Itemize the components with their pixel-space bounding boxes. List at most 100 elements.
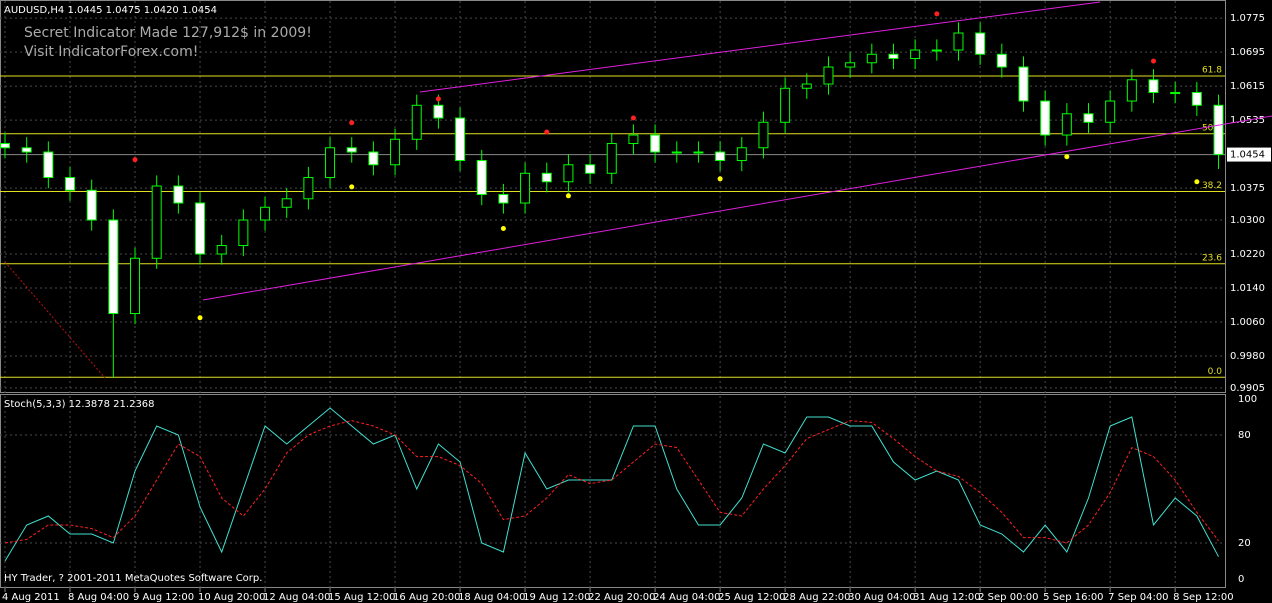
- candle-body: [476, 160, 487, 196]
- y-tick-label: 0: [1238, 574, 1244, 585]
- x-tick-label: 12 Aug 04:00: [263, 592, 330, 603]
- candle-body: [888, 53, 899, 60]
- candle-body: [346, 147, 357, 153]
- fractal-up: [630, 115, 636, 121]
- candle-body: [1083, 113, 1094, 123]
- candle-body: [1148, 79, 1159, 94]
- x-tick-label: 7 Sep 04:00: [1108, 592, 1168, 603]
- indicator-header: Stoch(5,3,3) 12.3878 21.2368: [4, 399, 155, 410]
- y-tick-label: 1.0300: [1230, 215, 1265, 226]
- candle-body: [151, 185, 162, 259]
- x-tick-label: 31 Aug 12:00: [913, 592, 980, 603]
- fractal-down: [1064, 154, 1070, 160]
- x-tick-label: 8 Aug 04:00: [68, 592, 129, 603]
- y-tick-label: 0.9905: [1230, 383, 1265, 394]
- candle-body: [715, 151, 726, 162]
- candle-body: [173, 185, 184, 204]
- y-tick-label: 1.0140: [1230, 283, 1265, 294]
- candle-body: [1018, 66, 1029, 102]
- candle-body: [455, 117, 466, 162]
- fractal-down: [565, 193, 571, 199]
- fractal-up: [934, 11, 940, 17]
- y-tick-label: 1.0695: [1230, 47, 1265, 58]
- y-tick-label: 80: [1238, 430, 1251, 441]
- fractal-up: [349, 120, 355, 126]
- candle-body: [238, 219, 249, 247]
- symbol-header: AUDUSD,H4 1.0445 1.0475 1.0420 1.0454: [4, 5, 217, 16]
- y-tick-label: 1.0775: [1230, 13, 1265, 24]
- candle-body: [260, 206, 271, 221]
- x-tick-label: 24 Aug 04:00: [653, 592, 720, 603]
- stoch-line: [4, 420, 1219, 544]
- candle-body: [866, 53, 877, 64]
- candle-body: [671, 151, 682, 154]
- trend-line: [202, 115, 1272, 301]
- fractal-down: [1194, 179, 1200, 185]
- current-price-box: [1227, 147, 1271, 162]
- candle-body: [996, 53, 1007, 68]
- candle-body: [498, 194, 509, 204]
- fib-label: 61.8: [1202, 65, 1222, 75]
- x-tick-label: 15 Aug 12:00: [328, 592, 395, 603]
- fractal-up: [544, 129, 550, 135]
- x-tick-label: 8 Sep 12:00: [1173, 592, 1233, 603]
- x-tick-label: 19 Aug 12:00: [523, 592, 590, 603]
- current-price-label: 1.0454: [1230, 150, 1265, 161]
- candle-body: [390, 138, 401, 166]
- fractal-down: [349, 184, 355, 190]
- fractal-down: [500, 226, 506, 232]
- fib-label: 50.0: [1202, 123, 1222, 133]
- fractal-down: [717, 176, 723, 182]
- candle-body: [563, 164, 574, 183]
- candle-body: [585, 164, 596, 174]
- x-tick-label: 28 Aug 22:00: [783, 592, 850, 603]
- candle-body: [216, 245, 227, 255]
- fractal-up: [132, 157, 138, 163]
- candle-body: [541, 172, 552, 183]
- main-panel: [0, 0, 1226, 393]
- candle-body: [736, 147, 747, 162]
- candle-body: [1126, 79, 1137, 102]
- candle-body: [758, 121, 769, 149]
- candle-body: [650, 134, 661, 153]
- candle-body: [628, 134, 639, 145]
- y-tick-label: 1.0220: [1230, 249, 1265, 260]
- candle-body: [1061, 113, 1072, 136]
- x-tick-label: 30 Aug 04:00: [848, 592, 915, 603]
- fib-label: 0.0: [1208, 367, 1223, 377]
- candle-body: [411, 104, 422, 140]
- candle-body: [325, 147, 336, 179]
- candle-body: [108, 219, 119, 315]
- x-tick-label: 9 Aug 12:00: [133, 592, 194, 603]
- candle-body: [1213, 104, 1224, 156]
- candle-body: [780, 87, 791, 123]
- x-tick-label: 2 Sep 00:00: [978, 592, 1038, 603]
- candle-body: [195, 202, 206, 255]
- candle-body: [606, 143, 617, 174]
- x-tick-label: 4 Aug 2011: [2, 592, 60, 603]
- candle-body: [520, 172, 531, 204]
- x-tick-label: 5 Sep 16:00: [1043, 592, 1103, 603]
- candle-body: [21, 147, 32, 153]
- y-tick-label: 1.0060: [1230, 317, 1265, 328]
- fractal-down: [197, 315, 203, 321]
- trend-line: [4, 261, 106, 379]
- candle-body: [368, 151, 379, 166]
- x-tick-label: 25 Aug 12:00: [718, 592, 785, 603]
- x-tick-label: 18 Aug 04:00: [458, 592, 525, 603]
- candle-body: [1040, 100, 1051, 136]
- candle-body: [1105, 100, 1116, 123]
- candle-body: [953, 32, 964, 51]
- y-tick-label: 1.0615: [1230, 81, 1265, 92]
- candle-body: [693, 151, 704, 154]
- annotation: Secret Indicator Made 127,912$ in 2009!: [24, 25, 312, 41]
- fib-label: 23.6: [1202, 253, 1222, 263]
- candle-body: [1170, 92, 1181, 95]
- x-tick-label: 22 Aug 20:00: [588, 592, 655, 603]
- footer: HY Trader, ? 2001-2011 MetaQuotes Softwa…: [4, 573, 262, 584]
- y-tick-label: 20: [1238, 538, 1251, 549]
- trend-line: [419, 1, 1101, 93]
- candle-body: [1191, 92, 1202, 106]
